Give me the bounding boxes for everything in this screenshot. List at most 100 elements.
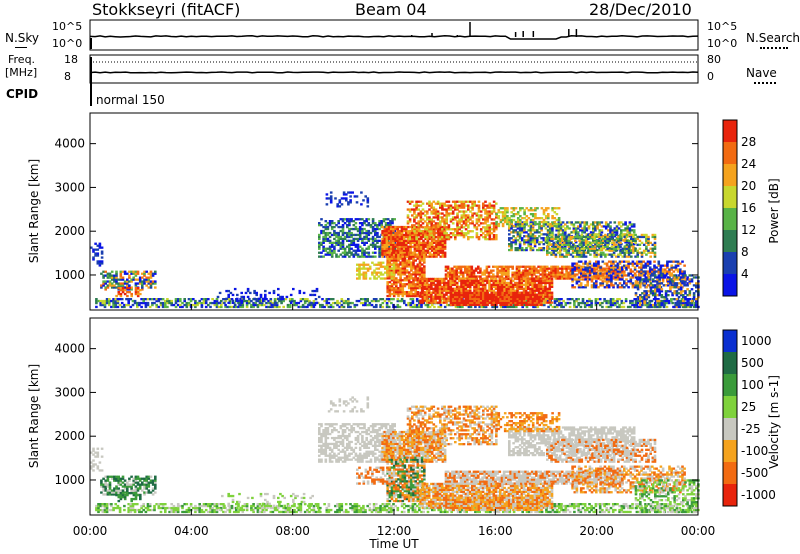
- heatmap-cell: [347, 305, 350, 309]
- heatmap-cell: [280, 299, 283, 303]
- heatmap-cell: [395, 269, 398, 272]
- heatmap-cell: [611, 301, 615, 305]
- heatmap-cell: [347, 301, 350, 305]
- heatmap-cell: [455, 301, 459, 304]
- heatmap-cell: [410, 257, 413, 260]
- heatmap-cell: [295, 301, 298, 305]
- heatmap-cell: [460, 200, 464, 203]
- heatmap-cell: [366, 205, 370, 208]
- heatmap-cell: [301, 298, 305, 301]
- heatmap-cell: [358, 237, 362, 241]
- heatmap-cell: [402, 245, 406, 248]
- heatmap-cell: [423, 275, 426, 278]
- heatmap-cell: [432, 206, 436, 209]
- heatmap-cell: [432, 283, 435, 286]
- heatmap-cell: [418, 267, 422, 270]
- heatmap-cell: [331, 305, 335, 309]
- heatmap-cell: [484, 236, 487, 239]
- heatmap-cell: [410, 291, 413, 294]
- heatmap-cell: [588, 298, 591, 301]
- heatmap-cell: [339, 241, 343, 244]
- heatmap-cell: [230, 298, 234, 301]
- heatmap-cell: [115, 278, 118, 281]
- heatmap-cell: [564, 223, 567, 226]
- heatmap-cell: [134, 274, 138, 277]
- heatmap-cell: [558, 249, 562, 252]
- heatmap-cell: [443, 247, 447, 250]
- heatmap-cell: [486, 224, 489, 227]
- heatmap-cell: [408, 210, 412, 213]
- heatmap-cell: [609, 298, 613, 301]
- heatmap-cell: [424, 243, 427, 246]
- heatmap-cell: [398, 305, 402, 309]
- heatmap-cell: [423, 299, 427, 302]
- heatmap-cell: [335, 233, 338, 237]
- heatmap-cell: [473, 202, 476, 205]
- heatmap-cell: [288, 299, 292, 303]
- heatmap-cell: [408, 200, 412, 203]
- heatmap-cell: [246, 289, 250, 293]
- heatmap-cell: [462, 232, 466, 235]
- heatmap-cell: [511, 265, 514, 268]
- heatmap-cell: [532, 305, 535, 309]
- heatmap-cell: [340, 197, 344, 200]
- heatmap-cell: [427, 289, 431, 292]
- heatmap-cell: [326, 233, 330, 237]
- heatmap-cell: [596, 301, 600, 305]
- heatmap-cell: [488, 204, 492, 207]
- heatmap-cell: [138, 278, 142, 281]
- heatmap-cell: [364, 298, 367, 301]
- heatmap-cell: [403, 259, 407, 262]
- heatmap-cell: [340, 303, 344, 307]
- heatmap-cell: [449, 220, 453, 223]
- heatmap-cell: [434, 228, 438, 231]
- heatmap-cell: [389, 241, 393, 244]
- heatmap-cell: [439, 305, 443, 309]
- heatmap-cell: [260, 303, 264, 307]
- heatmap-cell: [512, 235, 515, 238]
- heatmap-cell: [110, 299, 113, 303]
- heatmap-cell: [179, 303, 182, 307]
- heatmap-cell: [339, 218, 343, 221]
- heatmap-cell: [198, 301, 201, 305]
- heatmap-cell: [443, 214, 446, 217]
- heatmap-cell: [425, 299, 429, 302]
- heatmap-cell: [246, 295, 250, 299]
- heatmap-cell: [430, 220, 433, 223]
- heatmap-cell: [392, 289, 396, 292]
- heatmap-cell: [534, 305, 537, 309]
- heatmap-cell: [326, 239, 330, 242]
- heatmap-cell: [486, 228, 489, 231]
- heatmap-cell: [411, 224, 414, 227]
- heatmap-cell: [412, 292, 415, 296]
- heatmap-cell: [558, 241, 562, 244]
- heatmap-cell: [437, 243, 440, 246]
- heatmap-cell: [341, 251, 345, 254]
- heatmap-cell: [475, 226, 479, 229]
- heatmap-cell: [435, 253, 438, 256]
- heatmap-cell: [396, 235, 399, 239]
- heatmap-cell: [329, 195, 333, 198]
- heatmap-cell: [121, 284, 125, 287]
- heatmap-cell: [402, 229, 406, 233]
- heatmap-cell: [451, 234, 455, 237]
- heatmap-cell: [374, 229, 377, 233]
- heatmap-cell: [405, 303, 408, 307]
- heatmap-cell: [264, 293, 267, 297]
- heatmap-cell: [216, 295, 220, 299]
- heatmap-cell: [419, 210, 423, 213]
- heatmap-cell: [401, 267, 405, 270]
- heatmap-cell: [338, 305, 341, 309]
- heatmap-cell: [407, 259, 411, 262]
- heatmap-cell: [343, 255, 347, 258]
- heatmap-cell: [464, 204, 468, 207]
- heatmap-cell: [101, 299, 105, 303]
- heatmap-cell: [371, 222, 375, 225]
- heatmap-cell: [108, 303, 111, 307]
- heatmap-cell: [420, 263, 424, 266]
- heatmap-cell: [447, 283, 450, 286]
- heatmap-cell: [488, 236, 492, 239]
- heatmap-cell: [172, 303, 176, 307]
- heatmap-cell: [330, 251, 334, 254]
- heatmap-cell: [471, 220, 474, 223]
